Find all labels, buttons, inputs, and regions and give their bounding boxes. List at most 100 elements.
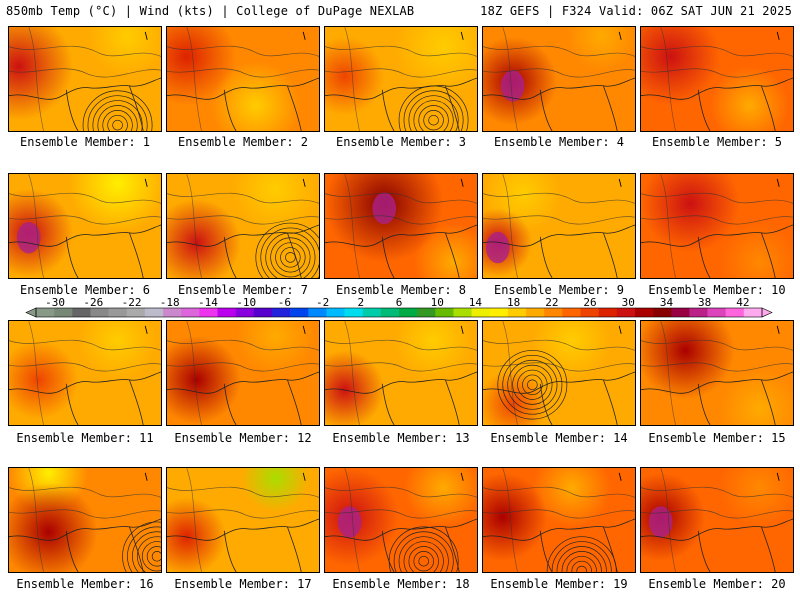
ensemble-member-map [324, 467, 478, 573]
colorbar-swatch [90, 308, 109, 317]
temperature-field [641, 321, 793, 425]
temperature-field [167, 468, 319, 572]
colorbar-tick-label: -14 [198, 296, 218, 309]
ensemble-member-label: Ensemble Member: 4 [493, 135, 625, 149]
colorbar-swatch [108, 308, 128, 317]
temperature-field [9, 321, 161, 425]
temperature-field [325, 174, 477, 278]
colorbar-swatch [544, 308, 563, 317]
colorbar-tick-label: -10 [236, 296, 257, 309]
temperature-field [641, 27, 793, 131]
ensemble-member-label: Ensemble Member: 5 [651, 135, 783, 149]
map-title: 850mb Temp (°C) | Wind (kts) | College o… [6, 4, 415, 18]
colorbar-tick-label: -2 [315, 296, 330, 309]
colorbar-swatch [380, 308, 400, 317]
ensemble-member-map [8, 26, 162, 132]
colorbar-tick-label: 34 [659, 296, 674, 309]
colorbar-swatch [471, 308, 491, 317]
colorbar-arrow-right [761, 307, 773, 318]
colorbar-swatch [653, 308, 672, 317]
ensemble-member-map [640, 173, 794, 279]
ensemble-member-label: Ensemble Member: 20 [648, 577, 786, 591]
colorbar-swatch [507, 308, 527, 317]
temperature-field [167, 27, 319, 131]
ensemble-member-map [166, 173, 320, 279]
colorbar-swatch [725, 308, 745, 317]
ensemble-member-label: Ensemble Member: 11 [16, 431, 154, 445]
temperature-field [325, 468, 477, 572]
ensemble-member-label: Ensemble Member: 17 [174, 577, 312, 591]
ensemble-member-map [482, 173, 636, 279]
colorbar-swatch [235, 308, 255, 317]
colorbar-tick-label: 22 [545, 296, 559, 309]
ensemble-member-label: Ensemble Member: 18 [332, 577, 470, 591]
ensemble-member-label: Ensemble Member: 15 [648, 431, 786, 445]
colorbar-swatch [707, 308, 726, 317]
colorbar-swatch [526, 308, 545, 317]
colorbar-swatch [253, 308, 273, 317]
ensemble-member-map [324, 173, 478, 279]
colorbar-swatch [144, 308, 164, 317]
colorbar-swatch [163, 308, 182, 317]
colorbar-swatch [181, 308, 200, 317]
colorbar-swatch [217, 308, 236, 317]
colorbar-swatch [634, 308, 654, 317]
colorbar-tick-label: 38 [698, 296, 712, 309]
ensemble-member-map [8, 173, 162, 279]
temperature-field [483, 468, 635, 572]
ensemble-member-label: Ensemble Member: 7 [177, 283, 309, 297]
colorbar-swatch [54, 308, 73, 317]
colorbar-swatch [489, 308, 509, 317]
temperature-field [325, 27, 477, 131]
temperature-field [9, 174, 161, 278]
colorbar-tick-label: 2 [357, 296, 365, 309]
ensemble-member-label: Ensemble Member: 8 [335, 283, 467, 297]
colorbar-swatch [326, 308, 345, 317]
ensemble-member-map [482, 26, 636, 132]
colorbar-swatch [290, 308, 309, 317]
valid-time-label: 18Z GEFS | F324 Valid: 06Z SAT JUN 21 20… [480, 4, 792, 18]
colorbar-tick-label: -18 [159, 296, 180, 309]
colorbar-swatch [362, 308, 382, 317]
colorbar-swatch [598, 308, 618, 317]
temperature-field [9, 468, 161, 572]
temperature-field [167, 174, 319, 278]
colorbar-swatch [616, 308, 636, 317]
temperature-field [483, 27, 635, 131]
ensemble-member-map [482, 320, 636, 426]
ensemble-member-map [166, 320, 320, 426]
ensemble-member-label: Ensemble Member: 9 [493, 283, 625, 297]
temperature-field [167, 321, 319, 425]
ensemble-member-map [640, 467, 794, 573]
ensemble-member-map [8, 320, 162, 426]
colorbar-tick-label: -22 [121, 296, 142, 309]
colorbar-tick-label: -26 [83, 296, 104, 309]
ensemble-member-label: Ensemble Member: 12 [174, 431, 312, 445]
colorbar-swatch [72, 308, 91, 317]
temperature-field [483, 174, 635, 278]
ensemble-member-map [166, 467, 320, 573]
ensemble-member-map [8, 467, 162, 573]
colorbar-tick-label: 6 [395, 296, 403, 309]
temperature-field [9, 27, 161, 131]
colorbar-tick-label: -30 [45, 296, 66, 309]
colorbar-swatch [671, 308, 690, 317]
colorbar-tick-label: 30 [621, 296, 635, 309]
colorbar-swatch [562, 308, 581, 317]
ensemble-member-label: Ensemble Member: 16 [16, 577, 154, 591]
colorbar-swatch [126, 308, 146, 317]
ensemble-member-label: Ensemble Member: 1 [19, 135, 151, 149]
temperature-field [641, 174, 793, 278]
colorbar-swatch [435, 308, 454, 317]
colorbar-swatch [453, 308, 472, 317]
ensemble-member-label: Ensemble Member: 6 [19, 283, 151, 297]
ensemble-member-label: Ensemble Member: 13 [332, 431, 470, 445]
temperature-field [641, 468, 793, 572]
colorbar-tick-label: -6 [277, 296, 291, 309]
ensemble-member-map [324, 320, 478, 426]
colorbar-swatch [308, 308, 327, 317]
ensemble-member-label: Ensemble Member: 10 [648, 283, 786, 297]
colorbar-swatch [344, 308, 363, 317]
colorbar-swatch [271, 308, 291, 317]
ensemble-member-map [166, 26, 320, 132]
